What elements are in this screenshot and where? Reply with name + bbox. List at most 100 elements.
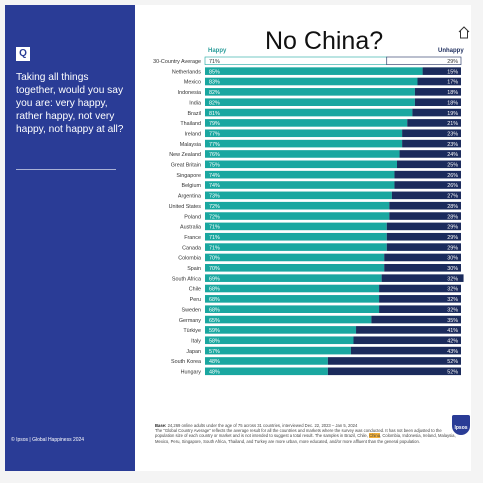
unhappy-bar xyxy=(384,253,461,262)
unhappy-value-label: 19% xyxy=(447,111,458,117)
happy-value-label: 82% xyxy=(209,100,220,106)
category-label: Spain xyxy=(187,266,201,272)
happy-value-label: 74% xyxy=(209,173,220,179)
happy-bar xyxy=(205,212,390,220)
unhappy-bar xyxy=(412,108,461,117)
happy-bar xyxy=(204,56,388,65)
happy-value-label: 70% xyxy=(209,256,220,262)
happy-value-label: 77% xyxy=(209,131,220,137)
unhappy-bar xyxy=(389,201,461,210)
unhappy-bar xyxy=(379,295,461,303)
unhappy-value-label: 25% xyxy=(447,163,458,169)
happy-value-label: 58% xyxy=(209,338,220,344)
unhappy-bar xyxy=(386,56,462,65)
unhappy-value-label: 42% xyxy=(447,338,458,344)
happy-bar xyxy=(205,346,351,355)
happy-bar xyxy=(205,357,328,365)
happy-bar xyxy=(205,305,380,313)
happy-value-label: 71% xyxy=(209,59,220,65)
handwritten-annotation: No China? xyxy=(265,27,384,55)
happy-bar xyxy=(205,367,328,376)
category-label: Malaysia xyxy=(180,142,201,148)
unhappy-bar xyxy=(391,191,461,200)
unhappy-value-label: 27% xyxy=(447,194,458,200)
sidebar-divider xyxy=(16,169,116,170)
happy-value-label: 70% xyxy=(209,266,220,272)
category-label: Belgium xyxy=(182,183,202,189)
unhappy-value-label: 52% xyxy=(447,359,458,365)
happy-bar xyxy=(205,119,408,127)
unhappy-value-label: 18% xyxy=(447,100,458,106)
unhappy-bar xyxy=(386,222,461,231)
unhappy-value-label: 30% xyxy=(447,266,458,272)
unhappy-value-label: 23% xyxy=(447,131,458,137)
china-highlight: China xyxy=(369,433,381,439)
unhappy-bar xyxy=(417,77,461,86)
question-text: Taking all things together, would you sa… xyxy=(16,72,124,135)
unhappy-value-label: 29% xyxy=(447,245,458,251)
category-label: Colombia xyxy=(178,256,201,262)
category-label: Canada xyxy=(182,245,201,251)
happy-bar xyxy=(205,326,357,334)
category-label: Thailand xyxy=(180,121,201,127)
unhappy-bar xyxy=(356,326,461,334)
unhappy-value-label: 15% xyxy=(447,69,458,75)
base-note-text3: , Colombia, Indonesia, Ireland, Malaysia… xyxy=(155,433,456,444)
unhappy-value-label: 18% xyxy=(447,90,458,96)
happy-bar xyxy=(205,264,385,272)
category-label: Japan xyxy=(186,349,201,355)
category-label: Türkiye xyxy=(183,328,201,334)
happy-bar xyxy=(205,150,400,158)
category-label: 30-Country Average xyxy=(153,59,201,65)
unhappy-bar xyxy=(384,264,461,272)
category-label: Ireland xyxy=(185,131,201,137)
category-label: Poland xyxy=(184,214,201,220)
unhappy-value-label: 24% xyxy=(447,152,458,158)
happy-bar xyxy=(205,284,380,293)
category-label: Italy xyxy=(191,338,201,344)
ipsos-logo: Ipsos xyxy=(452,415,470,435)
legend-happy: Happy xyxy=(208,48,227,54)
happy-value-label: 69% xyxy=(209,276,220,282)
base-note: Base: 24,269 online adults under the age… xyxy=(155,423,460,444)
happy-bar xyxy=(205,181,395,189)
happy-value-label: 75% xyxy=(209,163,220,169)
category-label: India xyxy=(189,100,201,106)
happy-value-label: 59% xyxy=(209,328,220,334)
unhappy-bar xyxy=(386,243,461,251)
happy-bar xyxy=(205,88,415,96)
unhappy-bar xyxy=(350,346,461,355)
category-label: Sweden xyxy=(182,307,201,313)
happy-value-label: 82% xyxy=(209,90,220,96)
unhappy-bar xyxy=(327,367,461,376)
happy-value-label: 85% xyxy=(209,69,220,75)
category-label: Brazil xyxy=(188,111,201,117)
question-badge: Q xyxy=(16,47,30,61)
home-icon[interactable] xyxy=(458,25,470,39)
category-label: Germany xyxy=(179,318,201,324)
category-label: Mexico xyxy=(184,80,201,86)
happy-bar xyxy=(205,129,403,138)
happy-bar xyxy=(205,139,403,148)
happy-bar xyxy=(205,295,380,303)
unhappy-value-label: 17% xyxy=(447,80,458,86)
category-label: South Korea xyxy=(171,359,201,365)
happy-bar xyxy=(205,77,418,86)
unhappy-bar xyxy=(399,150,461,158)
unhappy-bar xyxy=(394,170,461,179)
happy-value-label: 81% xyxy=(209,111,220,117)
base-note-text2: The "Global Country Average" reflects th… xyxy=(155,428,442,439)
happy-bar xyxy=(205,253,385,262)
happy-value-label: 71% xyxy=(209,245,220,251)
unhappy-value-label: 21% xyxy=(447,121,458,127)
unhappy-bar xyxy=(379,284,461,293)
unhappy-bar xyxy=(394,181,461,189)
happy-value-label: 65% xyxy=(209,318,220,324)
unhappy-value-label: 30% xyxy=(447,256,458,262)
happy-bar xyxy=(205,243,387,251)
happy-value-label: 73% xyxy=(209,194,220,200)
category-label: Singapore xyxy=(176,173,201,179)
happy-bar xyxy=(205,336,354,345)
category-label: Argentina xyxy=(178,194,201,200)
category-label: Great Britain xyxy=(171,163,201,169)
